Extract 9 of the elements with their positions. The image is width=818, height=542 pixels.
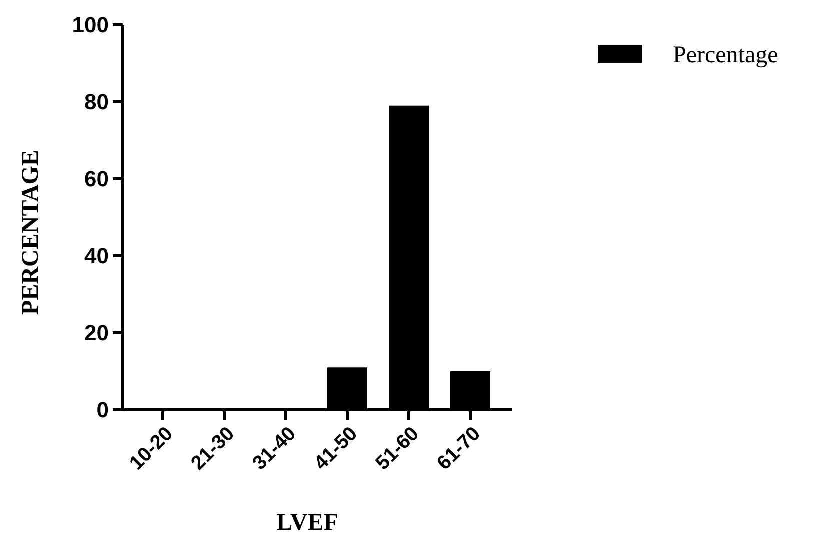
y-tick-label: 80 <box>84 90 109 115</box>
x-axis-title: LVEF <box>276 510 338 536</box>
legend-label: Percentage <box>673 42 778 68</box>
y-tick-label: 20 <box>84 320 109 346</box>
y-axis-title: PERCENTAGE <box>18 150 44 315</box>
y-tick-label: 100 <box>72 12 109 38</box>
y-tick-label: 60 <box>84 166 109 192</box>
y-tick-label: 40 <box>84 244 109 269</box>
y-tick-label: 0 <box>96 398 109 423</box>
